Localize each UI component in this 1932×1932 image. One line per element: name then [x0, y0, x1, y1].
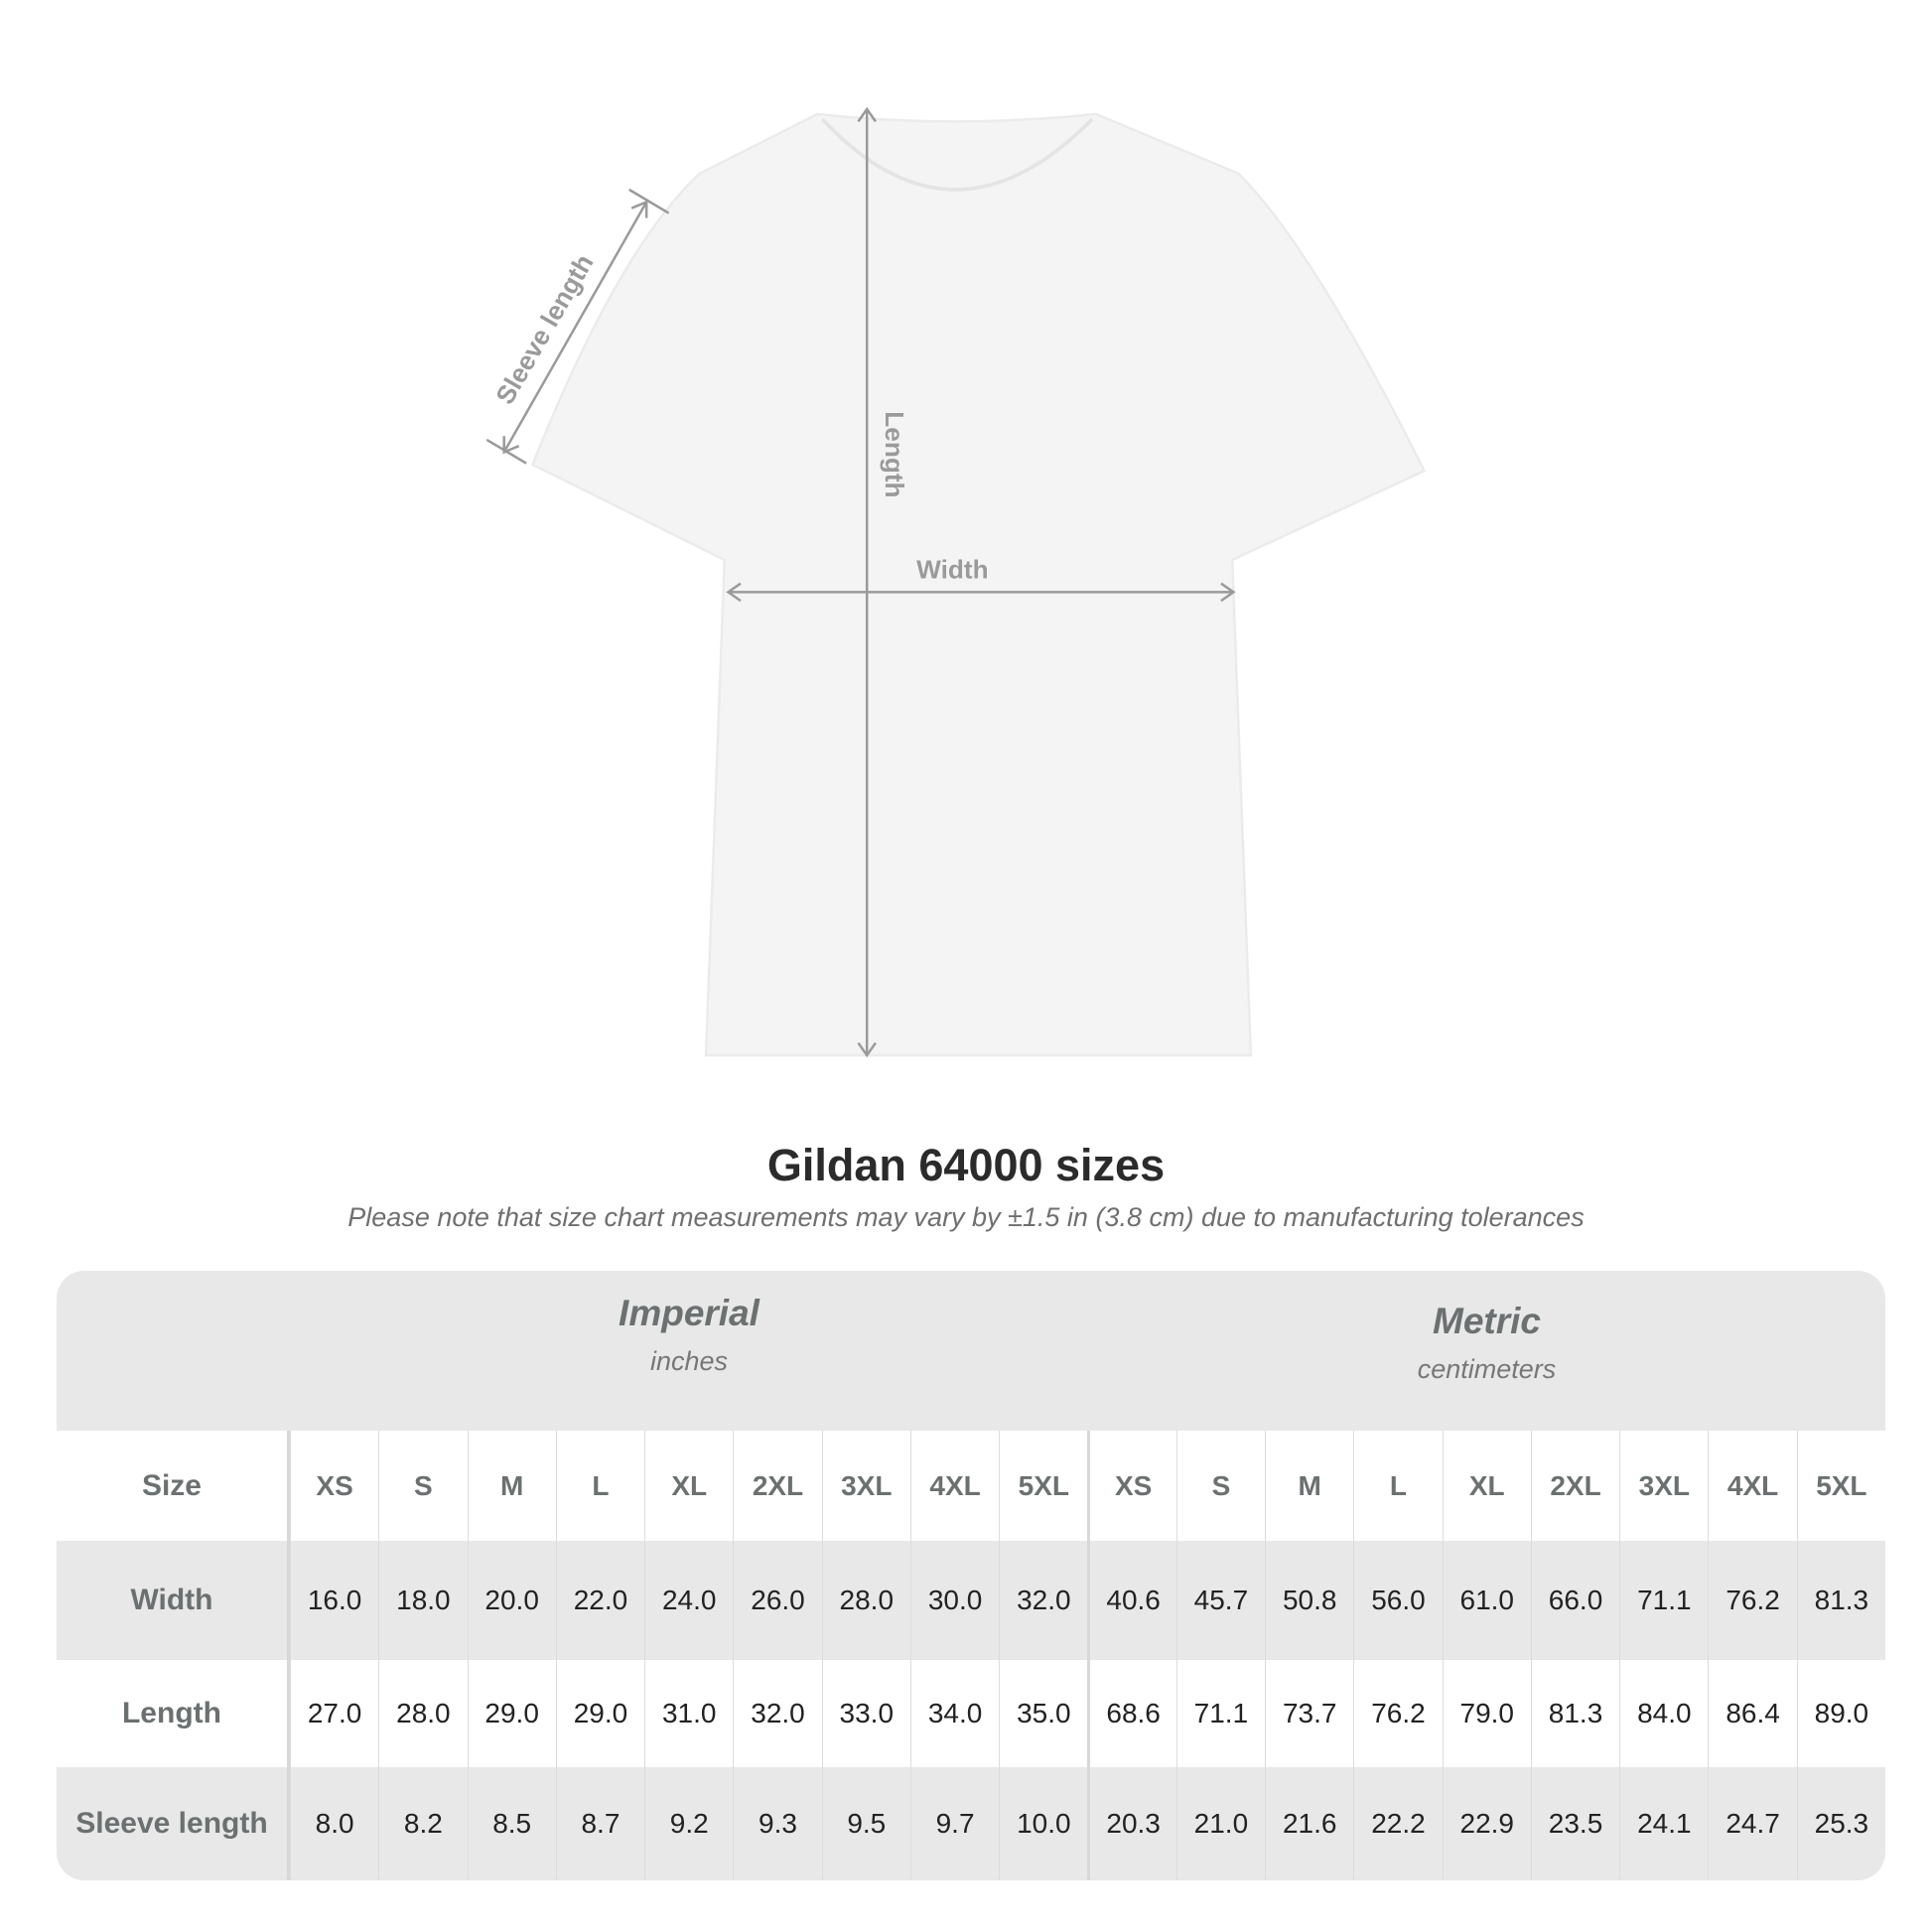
metric-value-cell: 89.0 — [1796, 1660, 1885, 1767]
row-label: Length — [57, 1660, 290, 1767]
size-header-cell: S — [378, 1431, 467, 1541]
imperial-value-cell: 10.0 — [999, 1767, 1087, 1880]
tolerance-note: Please note that size chart measurements… — [347, 1202, 1585, 1232]
imperial-value-cell: 33.0 — [821, 1660, 910, 1767]
imperial-value-cell: 9.7 — [909, 1767, 999, 1880]
row-label-size: Size — [57, 1431, 290, 1541]
imperial-value-cell: 22.0 — [555, 1541, 644, 1660]
metric-value-cell: 56.0 — [1353, 1541, 1442, 1660]
metric-header: Metric centimeters — [1088, 1301, 1885, 1385]
metric-value-cell: 45.7 — [1175, 1541, 1265, 1660]
metric-value-cell: 76.2 — [1708, 1541, 1796, 1660]
row-label: Sleeve length — [57, 1767, 290, 1880]
table-row: Sleeve length 8.0 8.2 8.5 8.7 9.2 9.3 9.5 9.7 10.… — [57, 1767, 1885, 1880]
size-row: Size XS S M L XL 2XL 3XL 4XL 5XL XS S M L XL 2XL 3XL 4XL 5… — [57, 1431, 1885, 1541]
size-header-cell: XS — [1087, 1431, 1175, 1541]
imperial-value-cell: 24.0 — [644, 1541, 733, 1660]
imperial-value-cell: 28.0 — [378, 1660, 467, 1767]
imperial-value-cell: 32.0 — [733, 1660, 821, 1767]
size-header-cell: 5XL — [999, 1431, 1087, 1541]
metric-value-cell: 40.6 — [1087, 1541, 1175, 1660]
imperial-value-cell: 16.0 — [289, 1541, 378, 1660]
imperial-value-cell: 9.2 — [644, 1767, 733, 1880]
metric-value-cell: 71.1 — [1619, 1541, 1708, 1660]
metric-value-cell: 81.3 — [1796, 1541, 1885, 1660]
imperial-value-cell: 20.0 — [467, 1541, 556, 1660]
size-header-cell: 2XL — [733, 1431, 821, 1541]
imperial-unit: inches — [649, 1346, 729, 1376]
imperial-value-cell: 9.3 — [733, 1767, 821, 1880]
unit-header: Imperial inches Metric centimeters — [57, 1271, 1885, 1431]
metric-value-cell: 22.2 — [1353, 1767, 1442, 1880]
metric-value-cell: 24.7 — [1708, 1767, 1796, 1880]
imperial-value-cell: 8.7 — [555, 1767, 644, 1880]
metric-value-cell: 84.0 — [1619, 1660, 1708, 1767]
metric-value-cell: 71.1 — [1175, 1660, 1265, 1767]
tshirt-diagram: Length Width Sleeve length — [485, 106, 1427, 1058]
imperial-value-cell: 32.0 — [999, 1541, 1087, 1660]
metric-value-cell: 61.0 — [1442, 1541, 1531, 1660]
imperial-value-cell: 8.5 — [467, 1767, 556, 1880]
size-header-cell: 4XL — [909, 1431, 999, 1541]
imperial-header: Imperial inches — [290, 1293, 1088, 1377]
metric-value-cell: 86.4 — [1708, 1660, 1796, 1767]
imperial-value-cell: 34.0 — [909, 1660, 999, 1767]
imperial-value-cell: 26.0 — [733, 1541, 821, 1660]
metric-value-cell: 81.3 — [1530, 1660, 1619, 1767]
metric-value-cell: 25.3 — [1796, 1767, 1885, 1880]
size-header-cell: M — [1265, 1431, 1353, 1541]
imperial-value-cell: 35.0 — [999, 1660, 1087, 1767]
metric-value-cell: 68.6 — [1087, 1660, 1175, 1767]
table-row: Length 27.0 28.0 29.0 29.0 31.0 32.0 33.0 34.0 35… — [57, 1660, 1885, 1767]
sleeve-length-arrow — [502, 201, 648, 454]
imperial-title: Imperial — [619, 1293, 759, 1333]
size-header-cell: 2XL — [1530, 1431, 1619, 1541]
length-label: Length — [880, 411, 909, 497]
tshirt-collar — [820, 117, 1094, 192]
tshirt-shape — [530, 112, 1427, 1057]
imperial-value-cell: 9.5 — [821, 1767, 910, 1880]
size-header-cell: 4XL — [1708, 1431, 1796, 1541]
imperial-value-cell: 28.0 — [821, 1541, 910, 1660]
metric-value-cell: 23.5 — [1530, 1767, 1619, 1880]
metric-value-cell: 21.0 — [1175, 1767, 1265, 1880]
size-header-cell: 5XL — [1796, 1431, 1885, 1541]
metric-value-cell: 20.3 — [1087, 1767, 1175, 1880]
size-header-cell: S — [1175, 1431, 1265, 1541]
size-header-cell: XL — [1442, 1431, 1531, 1541]
size-header-cell: L — [555, 1431, 644, 1541]
size-header-cell: XS — [289, 1431, 378, 1541]
imperial-value-cell: 8.0 — [289, 1767, 378, 1880]
imperial-value-cell: 8.2 — [378, 1767, 467, 1880]
imperial-value-cell: 29.0 — [467, 1660, 556, 1767]
metric-value-cell: 76.2 — [1353, 1660, 1442, 1767]
metric-title: Metric — [1433, 1301, 1541, 1341]
size-header-cell: M — [467, 1431, 556, 1541]
size-header-cell: 3XL — [821, 1431, 910, 1541]
table-row: Width 16.0 18.0 20.0 22.0 24.0 26.0 28.0 30.0 32.… — [57, 1541, 1885, 1660]
size-header-cell: L — [1353, 1431, 1442, 1541]
metric-value-cell: 66.0 — [1530, 1541, 1619, 1660]
metric-value-cell: 24.1 — [1619, 1767, 1708, 1880]
size-header-cell: XL — [644, 1431, 733, 1541]
metric-value-cell: 22.9 — [1442, 1767, 1531, 1880]
metric-unit: centimeters — [1417, 1354, 1557, 1384]
row-label: Width — [57, 1541, 290, 1660]
imperial-value-cell: 31.0 — [644, 1660, 733, 1767]
metric-value-cell: 21.6 — [1265, 1767, 1353, 1880]
imperial-value-cell: 30.0 — [909, 1541, 999, 1660]
metric-value-cell: 50.8 — [1265, 1541, 1353, 1660]
width-label: Width — [916, 555, 988, 585]
imperial-value-cell: 27.0 — [289, 1660, 378, 1767]
imperial-value-cell: 29.0 — [555, 1660, 644, 1767]
metric-value-cell: 79.0 — [1442, 1660, 1531, 1767]
page-title: Gildan 64000 sizes — [766, 1140, 1166, 1190]
imperial-value-cell: 18.0 — [378, 1541, 467, 1660]
metric-value-cell: 73.7 — [1265, 1660, 1353, 1767]
size-header-cell: 3XL — [1619, 1431, 1708, 1541]
size-table: Imperial inches Metric centimeters Size X… — [57, 1271, 1885, 1880]
